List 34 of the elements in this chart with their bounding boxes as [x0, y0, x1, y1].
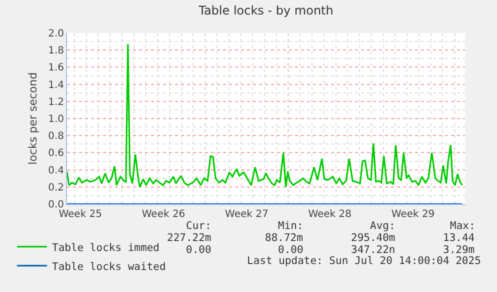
x-tick-label: Week 27: [225, 209, 268, 220]
text: Min:: [278, 220, 304, 232]
text: 227.22m: [167, 232, 212, 244]
y-tick-label: 1.6: [48, 62, 64, 74]
text: 0.00: [278, 244, 304, 256]
x-tick-label: Week 29: [391, 209, 435, 220]
y-tick-label: 0.6: [48, 148, 64, 160]
text: 295.40m: [351, 232, 396, 244]
y-tick-label: 1.2: [48, 96, 64, 108]
y-tick-label: 2.0: [48, 28, 64, 40]
text: 88.72m: [265, 232, 303, 244]
y-tick-label: 0.4: [48, 165, 64, 176]
y-tick-label: 1.4: [48, 80, 64, 91]
y-axis-title: locks per second: [26, 72, 40, 165]
y-tick-label: 1.8: [48, 46, 64, 57]
x-tick-label: Week 28: [308, 209, 352, 220]
text: 347.22n: [351, 244, 396, 256]
chart-title: Table locks - by month: [198, 3, 334, 18]
text: 0.00: [186, 244, 212, 256]
x-tick-label: Week 26: [142, 209, 186, 220]
text: 3.29m: [443, 244, 475, 256]
x-tick-label: Week 25: [58, 209, 102, 220]
y-tick-label: 1.0: [48, 114, 64, 125]
y-tick-label: 0.8: [48, 131, 64, 142]
legend-label: Table locks immed: [52, 242, 160, 254]
text: 13.44: [443, 232, 475, 244]
text: Cur:: [186, 220, 212, 232]
text: Max:: [450, 220, 476, 232]
text: Avg:: [370, 220, 396, 232]
line-series: [67, 43, 463, 188]
y-tick-label: 0.2: [48, 182, 64, 194]
legend-label: Table locks waited: [52, 260, 166, 273]
text: Last update: Sun Jul 20 14:00:04 2025: [247, 255, 481, 267]
y-tick-label: 0.0: [48, 200, 64, 210]
